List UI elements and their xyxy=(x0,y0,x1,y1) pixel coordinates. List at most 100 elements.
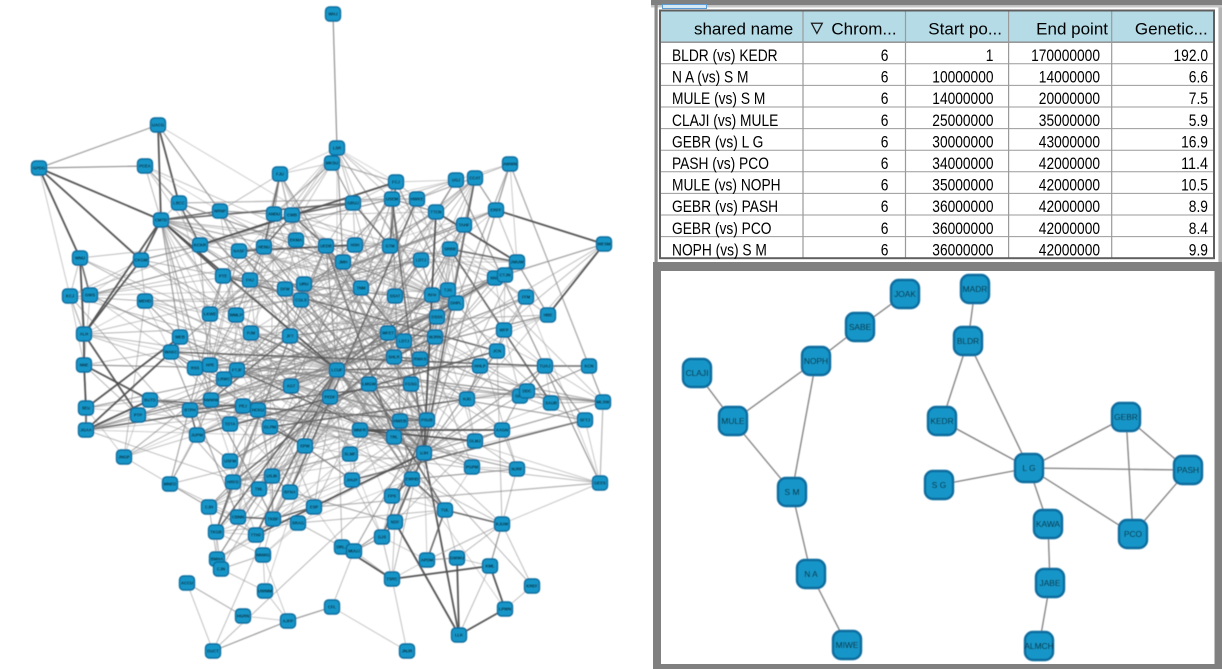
svg-text:FGSG: FGSG xyxy=(405,382,417,387)
svg-text:LLK: LLK xyxy=(455,633,463,638)
svg-text:FHJ: FHJ xyxy=(246,278,255,283)
svg-text:PEJ: PEJ xyxy=(239,404,248,409)
svg-text:JGAA: JGAA xyxy=(80,428,92,433)
svg-text:LSR: LSR xyxy=(333,146,341,151)
svg-text:SABE: SABE xyxy=(849,322,872,332)
svg-text:6: 6 xyxy=(881,132,889,151)
svg-text:KCJ: KCJ xyxy=(66,294,75,299)
svg-text:UGJ: UGJ xyxy=(452,178,461,183)
svg-text:RWAS: RWAS xyxy=(414,357,427,362)
svg-text:MULE: MULE xyxy=(721,416,745,426)
svg-text:TRL: TRL xyxy=(390,435,399,440)
svg-text:PJM: PJM xyxy=(247,331,256,336)
svg-text:N A: N A xyxy=(804,569,818,579)
svg-text:MUUJ: MUUJ xyxy=(348,549,361,554)
svg-text:N A (vs) S M: N A (vs) S M xyxy=(672,68,749,87)
svg-text:192.0: 192.0 xyxy=(1174,46,1209,65)
svg-text:SLMF: SLMF xyxy=(344,452,356,457)
svg-text:PASH (vs) PCO: PASH (vs) PCO xyxy=(672,154,769,173)
svg-text:6: 6 xyxy=(881,197,889,216)
svg-text:WJRN: WJRN xyxy=(429,335,441,340)
svg-text:14000000: 14000000 xyxy=(932,89,993,108)
svg-text:JMH: JMH xyxy=(339,260,348,265)
svg-text:TSRC: TSRC xyxy=(386,577,397,582)
svg-text:6: 6 xyxy=(881,219,889,238)
svg-text:42000000: 42000000 xyxy=(1039,240,1100,259)
svg-text:JOAK: JOAK xyxy=(894,289,916,299)
svg-text:HWEB: HWEB xyxy=(394,419,407,424)
svg-text:AGT: AGT xyxy=(287,384,296,389)
svg-text:PASH: PASH xyxy=(1177,465,1199,475)
svg-text:NASF: NASF xyxy=(233,249,245,254)
svg-text:HWKE: HWKE xyxy=(411,197,424,202)
svg-text:NJRF: NJRF xyxy=(512,467,523,472)
svg-text:HGRN: HGRN xyxy=(237,614,249,619)
svg-text:6.6: 6.6 xyxy=(1189,68,1208,87)
svg-text:TTHF: TTHF xyxy=(251,533,262,538)
svg-text:ALMCH: ALMCH xyxy=(1024,641,1053,651)
svg-text:43000000: 43000000 xyxy=(1039,132,1100,151)
svg-text:PCEA: PCEA xyxy=(139,164,151,169)
svg-text:30000000: 30000000 xyxy=(932,132,993,151)
svg-text:KAWA: KAWA xyxy=(1036,519,1060,529)
svg-text:GEBR: GEBR xyxy=(1114,412,1138,422)
svg-text:KJUW: KJUW xyxy=(496,522,508,527)
svg-text:Start po...: Start po... xyxy=(928,19,1002,38)
svg-text:HJG: HJG xyxy=(463,397,472,402)
svg-text:DLMJ: DLMJ xyxy=(469,439,481,444)
svg-text:MNFR: MNFR xyxy=(354,428,366,433)
svg-text:SRBB: SRBB xyxy=(444,247,456,252)
svg-text:MIWE: MIWE xyxy=(836,640,859,650)
svg-text:ALH: ALH xyxy=(80,332,89,337)
svg-text:42000000: 42000000 xyxy=(1039,197,1100,216)
svg-text:GJS: GJS xyxy=(378,535,387,540)
svg-text:KCN: KCN xyxy=(584,364,593,369)
svg-text:BLDR (vs) KEDR: BLDR (vs) KEDR xyxy=(672,46,778,65)
svg-text:PSUB: PSUB xyxy=(421,418,433,423)
svg-text:PTP: PTP xyxy=(134,413,142,418)
svg-text:EWHD: EWHD xyxy=(406,477,419,482)
svg-text:URU: URU xyxy=(299,282,308,287)
svg-text:RFH: RFH xyxy=(428,293,437,298)
svg-text:6: 6 xyxy=(881,68,889,87)
svg-text:36000000: 36000000 xyxy=(932,240,993,259)
svg-text:FCJ: FCJ xyxy=(392,180,401,185)
svg-text:JNJR: JNJR xyxy=(402,649,413,654)
svg-text:TNM: TNM xyxy=(356,286,366,291)
svg-text:LDTJ: LDTJ xyxy=(416,258,427,263)
svg-text:TUAJ: TUAJ xyxy=(540,364,552,369)
svg-text:9.9: 9.9 xyxy=(1189,240,1208,259)
svg-text:SAUB: SAUB xyxy=(545,401,557,406)
svg-text:PCO: PCO xyxy=(1124,529,1143,539)
svg-text:CLAJI (vs) MULE: CLAJI (vs) MULE xyxy=(672,111,778,130)
svg-text:BFNA: BFNA xyxy=(284,490,296,495)
svg-text:LKWE: LKWE xyxy=(204,312,217,317)
svg-text:HHLP: HHLP xyxy=(474,364,486,369)
svg-text:HBE: HBE xyxy=(544,313,553,318)
svg-text:MEHD: MEHD xyxy=(139,299,151,304)
svg-text:14000000: 14000000 xyxy=(1039,68,1100,87)
svg-text:LPWN: LPWN xyxy=(499,607,511,612)
svg-text:Genetic...: Genetic... xyxy=(1135,19,1208,38)
svg-text:WHJ: WHJ xyxy=(328,12,338,17)
svg-text:6: 6 xyxy=(881,89,889,108)
svg-text:SFTJ: SFTJ xyxy=(580,418,591,423)
svg-text:NOPH: NOPH xyxy=(804,356,828,366)
svg-text:PTE: PTE xyxy=(219,274,227,279)
svg-text:ESP: ESP xyxy=(310,505,319,510)
svg-text:HENU: HENU xyxy=(258,245,270,250)
svg-text:USFM: USFM xyxy=(224,459,236,464)
svg-text:NNM: NNM xyxy=(490,276,500,281)
svg-text:ERFF: ERFF xyxy=(491,208,502,213)
svg-text:GWS: GWS xyxy=(85,293,95,298)
svg-text:42000000: 42000000 xyxy=(1039,176,1100,195)
svg-text:SEU: SEU xyxy=(82,406,91,411)
svg-text:BLDR: BLDR xyxy=(957,336,979,346)
svg-text:UWMM: UWMM xyxy=(258,589,272,594)
svg-text:End point: End point xyxy=(1036,19,1108,38)
svg-text:CJN: CJN xyxy=(217,567,225,572)
svg-text:WESM: WESM xyxy=(597,242,611,247)
svg-text:TDTA: TDTA xyxy=(225,422,236,427)
svg-text:36000000: 36000000 xyxy=(932,219,993,238)
svg-text:DSSS: DSSS xyxy=(431,315,443,320)
